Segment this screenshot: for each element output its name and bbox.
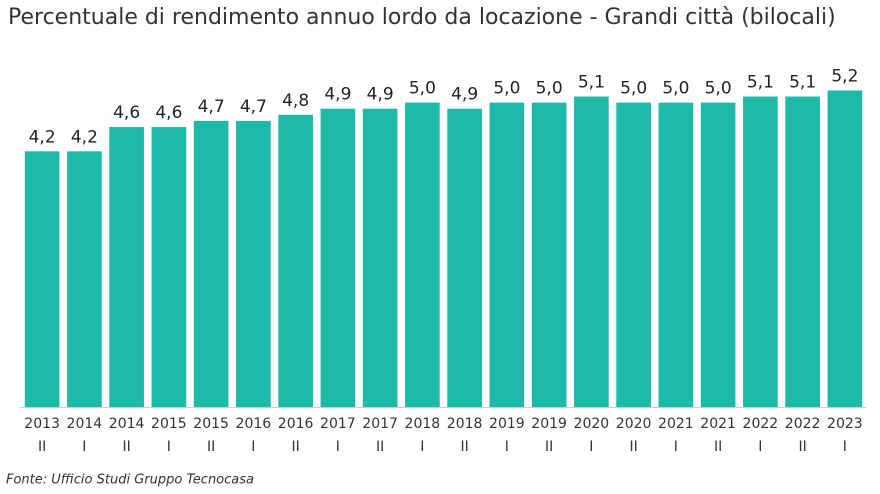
value-label: 4,2 (29, 127, 56, 147)
x-tick-label: 2014 (67, 416, 103, 432)
value-label: 4,7 (198, 97, 225, 117)
x-tick-sublabel: II (460, 439, 468, 455)
x-tick-sublabel: I (589, 439, 593, 455)
x-tick-sublabel: I (505, 439, 509, 455)
x-tick-sublabel: II (545, 439, 553, 455)
value-label: 5,1 (789, 73, 816, 93)
bar (447, 108, 482, 407)
value-label: 4,9 (451, 85, 478, 105)
bar (405, 102, 440, 407)
value-label: 5,0 (536, 79, 563, 99)
x-tick-label: 2023 (827, 416, 863, 432)
value-label: 5,1 (747, 73, 774, 93)
bar (489, 102, 525, 407)
bar (151, 126, 187, 408)
x-tick-label: 2013 (24, 416, 60, 432)
bar (278, 114, 313, 407)
x-tick-label: 2019 (531, 416, 567, 432)
x-tick-sublabel: II (376, 439, 384, 455)
x-tick-label: 2022 (743, 416, 779, 432)
bar (320, 108, 356, 407)
x-tick-sublabel: I (336, 439, 340, 455)
bar (700, 102, 736, 407)
x-tick-sublabel: I (167, 439, 171, 455)
value-label: 5,0 (409, 79, 436, 99)
x-tick-label: 2018 (405, 416, 441, 432)
chart-title: Percentuale di rendimento annuo lordo da… (8, 5, 836, 30)
value-label: 5,0 (620, 79, 647, 99)
x-tick-sublabel: II (629, 439, 637, 455)
x-tick-label: 2016 (278, 416, 314, 432)
bar (67, 151, 102, 407)
x-tick-sublabel: II (38, 439, 46, 455)
value-label: 4,2 (71, 127, 98, 147)
x-tick-sublabel: I (420, 439, 424, 455)
bar (236, 120, 271, 407)
x-tick-label: 2020 (574, 416, 610, 432)
bar (743, 96, 778, 408)
bar (785, 96, 820, 408)
x-tick-sublabel: II (122, 439, 130, 455)
bar (531, 102, 567, 407)
value-label: 5,0 (662, 79, 689, 99)
x-tick-label: 2017 (362, 416, 398, 432)
x-tick-label: 2021 (658, 416, 694, 432)
x-tick-label: 2021 (700, 416, 736, 432)
value-label: 4,6 (113, 103, 140, 123)
x-tick-sublabel: II (798, 439, 806, 455)
x-tick-sublabel: I (674, 439, 678, 455)
bar (362, 108, 398, 407)
value-label: 4,8 (282, 91, 309, 111)
bar (658, 102, 694, 407)
value-label: 5,0 (493, 79, 520, 99)
x-tick-label: 2015 (151, 416, 187, 432)
bar (24, 151, 60, 407)
x-tick-label: 2015 (193, 416, 229, 432)
x-tick-sublabel: I (758, 439, 762, 455)
x-tick-label: 2016 (236, 416, 272, 432)
value-label: 4,9 (367, 85, 394, 105)
x-tick-sublabel: II (207, 439, 215, 455)
x-tick-sublabel: II (714, 439, 722, 455)
value-label: 4,9 (324, 85, 351, 105)
x-tick-sublabel: II (291, 439, 299, 455)
x-tick-sublabel: I (251, 439, 255, 455)
x-tick-label: 2017 (320, 416, 356, 432)
x-tick-sublabel: I (82, 439, 86, 455)
value-label: 5,0 (705, 79, 732, 99)
x-tick-label: 2022 (785, 416, 821, 432)
bar (193, 120, 229, 407)
value-label: 5,1 (578, 73, 605, 93)
x-tick-label: 2014 (109, 416, 145, 432)
value-label: 4,6 (155, 103, 182, 123)
x-tick-label: 2019 (489, 416, 525, 432)
value-label: 4,7 (240, 97, 267, 117)
value-label: 5,2 (831, 66, 858, 86)
bar (109, 126, 144, 408)
bar (616, 102, 651, 407)
x-tick-sublabel: I (843, 439, 847, 455)
x-tick-label: 2018 (447, 416, 483, 432)
bar (574, 96, 609, 408)
x-tick-label: 2020 (616, 416, 652, 432)
source: Fonte: Ufficio Studi Gruppo Tecnocasa (6, 473, 254, 488)
bar (827, 90, 863, 407)
